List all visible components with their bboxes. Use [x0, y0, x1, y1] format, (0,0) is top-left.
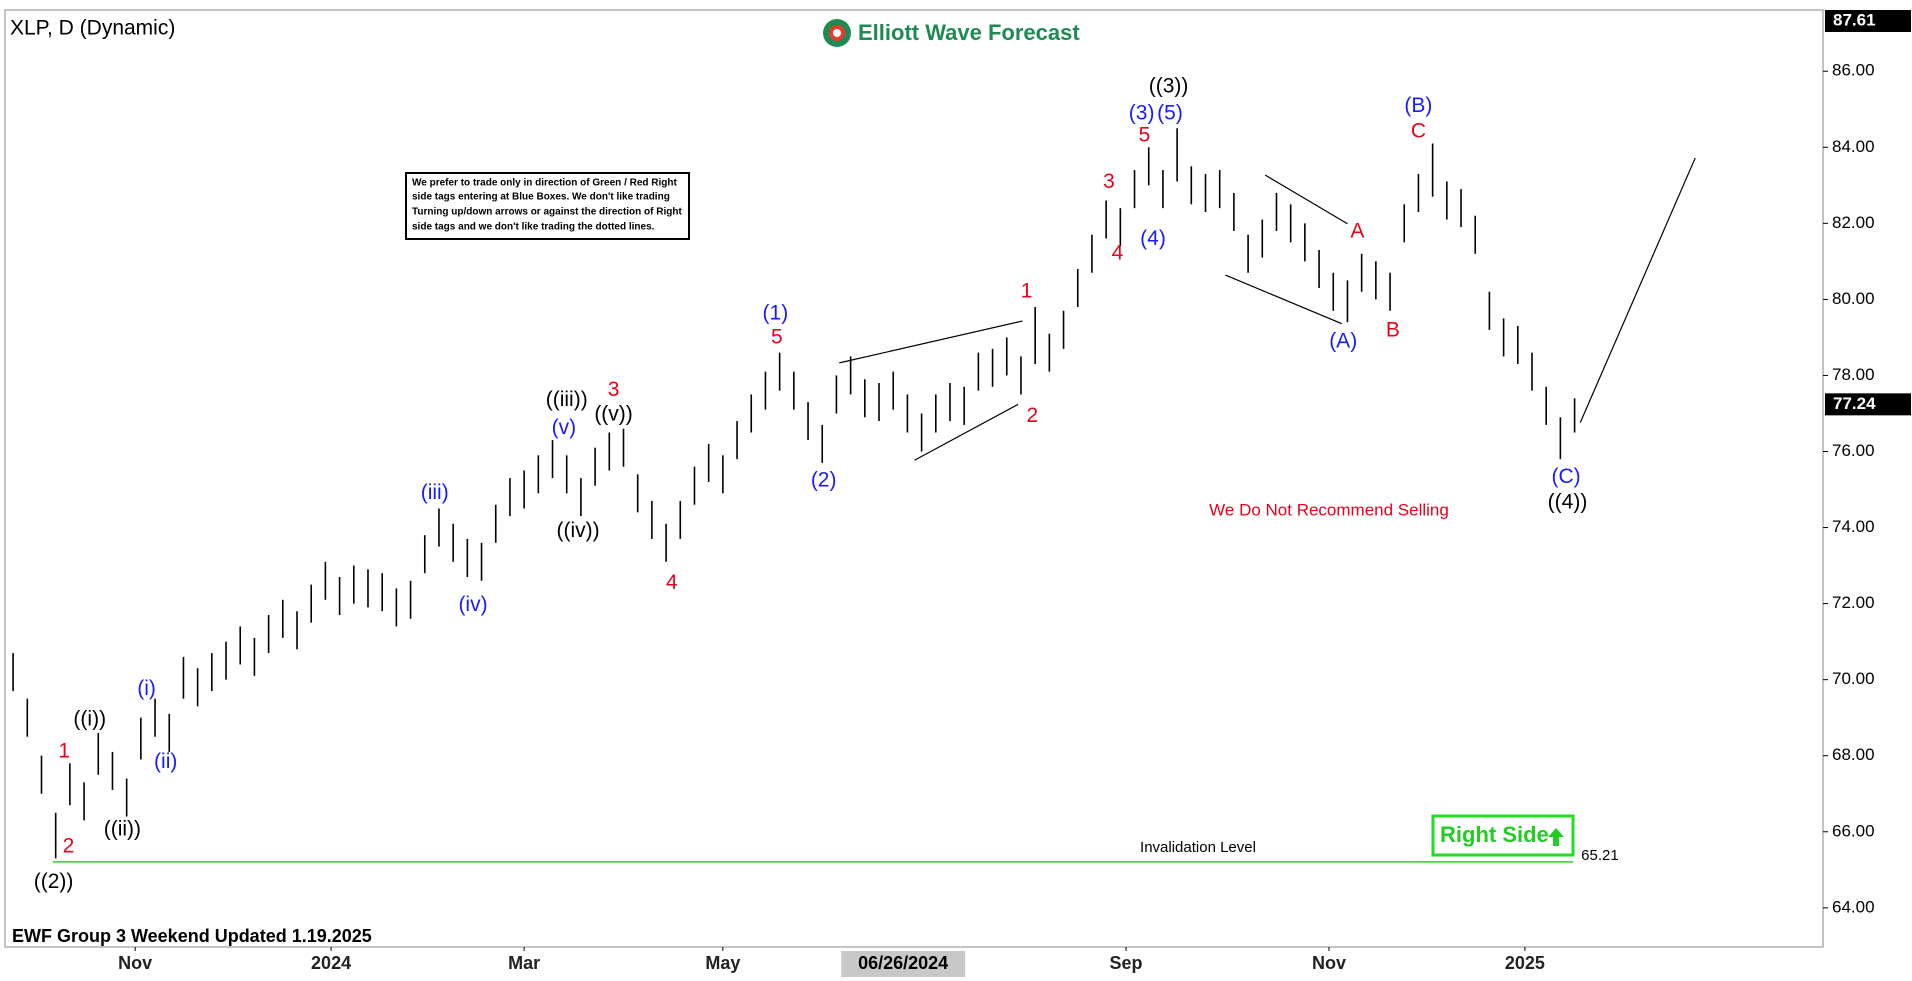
- wave-label: 5: [771, 326, 783, 349]
- note-line: Turning up/down arrows or against the di…: [412, 207, 682, 218]
- trendline: [1264, 174, 1348, 225]
- right-side: Right Side: [1440, 822, 1549, 847]
- y-tick-label: 82.00: [1832, 213, 1875, 232]
- x-tick-label: Nov: [1312, 953, 1346, 973]
- y-tick-label: 68.00: [1832, 745, 1875, 764]
- wave-label: 1: [58, 739, 70, 762]
- cursor-date-bg: [841, 951, 966, 977]
- wave-label: ((ii)): [104, 817, 141, 840]
- wave-label: ((iii)): [546, 388, 588, 411]
- wave-label: 5: [1139, 123, 1151, 146]
- wave-label: (3): [1129, 101, 1155, 124]
- logo-icon: [833, 29, 841, 37]
- wave-label: 2: [1026, 404, 1038, 427]
- note-line: We prefer to trade only in direction of …: [412, 178, 678, 189]
- footer: EWF Group 3 Weekend Updated 1.19.2025: [12, 926, 372, 946]
- wave-label: (v): [552, 416, 577, 439]
- wave-label: ((3)): [1149, 75, 1189, 98]
- wave-label: (4): [1140, 227, 1166, 250]
- y-tick-label: 66.00: [1832, 821, 1875, 840]
- wave-label: 4: [666, 571, 678, 594]
- wave-label: ((4)): [1548, 490, 1588, 513]
- invalidation-value: 65.21: [1581, 847, 1619, 864]
- trendline: [1225, 274, 1343, 325]
- cursor-date: 06/26/2024: [858, 953, 948, 973]
- wave-label: ((iv)): [557, 519, 600, 542]
- wave-label: 2: [63, 835, 75, 858]
- wave-label: (C): [1551, 465, 1580, 488]
- y-tick-label: 78.00: [1832, 365, 1875, 384]
- wave-label: ((i)): [73, 708, 106, 731]
- wave-label: (B): [1404, 94, 1432, 117]
- last-price-bg: [1825, 393, 1911, 416]
- wave-label: (1): [763, 301, 789, 324]
- logo: Elliott Wave Forecast: [823, 19, 1080, 47]
- brand: Elliott Wave Forecast: [858, 20, 1080, 45]
- y-tick-label: 84.00: [1832, 137, 1875, 156]
- wave-label: (5): [1157, 101, 1183, 124]
- y-tick-label: 70.00: [1832, 669, 1875, 688]
- wave-label: B: [1386, 318, 1400, 341]
- note-line: side tags entering at Blue Boxes. We don…: [412, 192, 670, 203]
- y-tick-label: 76.00: [1832, 441, 1875, 460]
- y-tick-label: 74.00: [1832, 517, 1875, 536]
- x-tick-label: 2024: [311, 953, 351, 973]
- top-price-label: 87.61: [1833, 10, 1876, 29]
- x-tick-label: 2025: [1505, 953, 1545, 973]
- trendline: [1579, 157, 1696, 423]
- wave-label: ((v)): [594, 403, 632, 426]
- note-box: [405, 172, 690, 240]
- chart-title: XLP, D (Dynamic): [10, 17, 175, 40]
- wave-label: (A): [1329, 330, 1357, 353]
- invalidation-label: Invalidation Level: [1140, 839, 1256, 856]
- x-tick-label: May: [705, 953, 740, 973]
- wave-label: (2): [811, 469, 837, 492]
- x-tick-label: Mar: [508, 953, 540, 973]
- up-arrow: [1548, 828, 1564, 846]
- wave-label: 4: [1112, 242, 1124, 265]
- wave-label: (ii): [154, 750, 177, 773]
- wave-label: ((2)): [34, 870, 74, 893]
- wave-label: 1: [1021, 279, 1033, 302]
- y-tick-label: 80.00: [1832, 289, 1875, 308]
- wave-label: (iii): [421, 481, 449, 504]
- plot-frame: [4, 9, 1824, 948]
- wave-label: (i): [137, 677, 156, 700]
- trendline: [839, 320, 1023, 364]
- x-tick-label: Sep: [1110, 953, 1143, 973]
- wave-label: 3: [1103, 170, 1115, 193]
- y-tick-label: 86.00: [1832, 61, 1875, 80]
- wave-label: C: [1411, 120, 1426, 143]
- y-tick-label: 72.00: [1832, 593, 1875, 612]
- trendline: [914, 403, 1019, 461]
- y-tick-label: 64.00: [1832, 897, 1875, 916]
- top-price-bg: [1825, 10, 1911, 32]
- last-price-label: 77.24: [1833, 394, 1876, 413]
- wave-label: 3: [608, 378, 620, 401]
- warning: We Do Not Recommend Selling: [1209, 500, 1449, 519]
- wave-label: (iv): [458, 593, 487, 616]
- note-line: side tags and we don't like trading the …: [412, 222, 655, 233]
- x-tick-label: Nov: [118, 953, 152, 973]
- wave-label: A: [1350, 220, 1364, 243]
